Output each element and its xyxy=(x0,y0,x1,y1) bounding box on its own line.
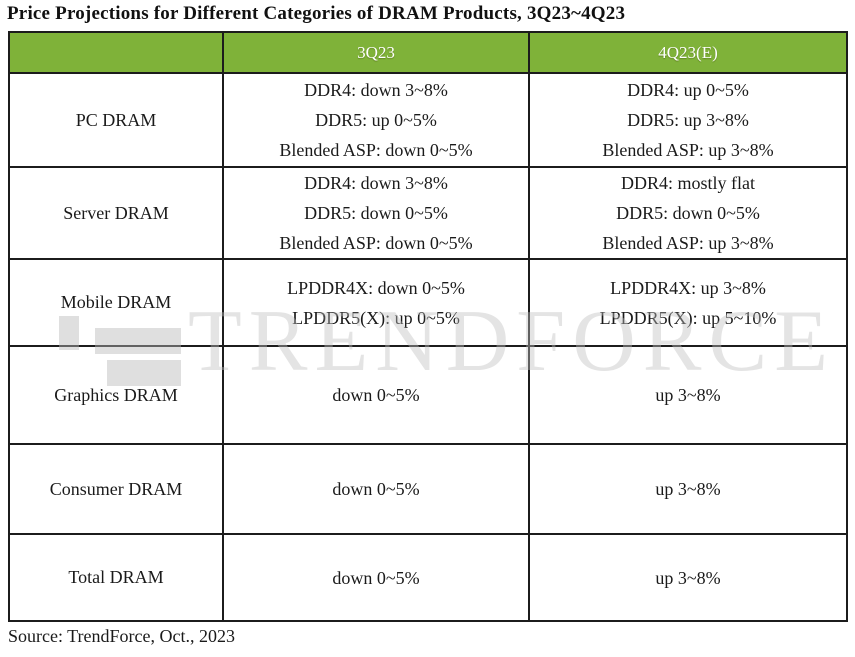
cell-line: LPDDR4X: up 3~8% xyxy=(610,277,766,298)
cell-line: LPDDR4X: down 0~5% xyxy=(287,277,465,298)
category-label: Consumer DRAM xyxy=(8,443,224,535)
cell-server-4q23: DDR4: mostly flat DDR5: down 0~5% Blende… xyxy=(528,166,848,260)
cell-line: Blended ASP: down 0~5% xyxy=(279,140,473,160)
category-label: Total DRAM xyxy=(8,533,224,622)
page-title: Price Projections for Different Categori… xyxy=(7,3,626,24)
cell-line: DDR5: down 0~5% xyxy=(304,203,448,223)
table-row-consumer-dram: Consumer DRAM down 0~5% up 3~8% xyxy=(8,443,848,535)
source-note: Source: TrendForce, Oct., 2023 xyxy=(8,626,235,646)
cell-line: Blended ASP: up 3~8% xyxy=(602,140,774,160)
cell-mobile-4q23: LPDDR4X: up 3~8% LPDDR5(X): up 5~10% xyxy=(528,258,848,347)
table-row-server-dram: Server DRAM DDR4: down 3~8% DDR5: down 0… xyxy=(8,166,848,260)
cell-pc-3q23: DDR4: down 3~8% DDR5: up 0~5% Blended AS… xyxy=(222,72,530,168)
cell-line: down 0~5% xyxy=(332,479,420,499)
cell-total-4q23: up 3~8% xyxy=(528,533,848,622)
header-cell-3q23: 3Q23 xyxy=(222,31,530,74)
cell-server-3q23: DDR4: down 3~8% DDR5: down 0~5% Blended … xyxy=(222,166,530,260)
cell-line: DDR5: up 3~8% xyxy=(627,110,749,130)
cell-line: Blended ASP: down 0~5% xyxy=(279,233,473,253)
cell-line: LPDDR5(X): up 5~10% xyxy=(599,307,777,328)
cell-line: down 0~5% xyxy=(332,567,420,588)
table-row-total-dram: Total DRAM down 0~5% up 3~8% xyxy=(8,533,848,622)
header-cell-4q23: 4Q23(E) xyxy=(528,31,848,74)
table-row-graphics-dram: Graphics DRAM down 0~5% up 3~8% xyxy=(8,345,848,445)
cell-line: up 3~8% xyxy=(655,567,721,588)
cell-line: Blended ASP: up 3~8% xyxy=(602,233,774,253)
cell-line: DDR5: down 0~5% xyxy=(616,203,760,223)
dram-price-table: 3Q23 4Q23(E) PC DRAM DDR4: down 3~8% DDR… xyxy=(8,31,848,622)
cell-line: DDR5: up 0~5% xyxy=(315,110,437,130)
cell-line: up 3~8% xyxy=(655,385,721,405)
category-label: Server DRAM xyxy=(8,166,224,260)
cell-graphics-3q23: down 0~5% xyxy=(222,345,530,445)
cell-line: up 3~8% xyxy=(655,479,721,499)
header-cell-category xyxy=(8,31,224,74)
table-row-pc-dram: PC DRAM DDR4: down 3~8% DDR5: up 0~5% Bl… xyxy=(8,72,848,168)
cell-pc-4q23: DDR4: up 0~5% DDR5: up 3~8% Blended ASP:… xyxy=(528,72,848,168)
cell-line: LPDDR5(X): up 0~5% xyxy=(292,307,460,328)
cell-consumer-3q23: down 0~5% xyxy=(222,443,530,535)
cell-mobile-3q23: LPDDR4X: down 0~5% LPDDR5(X): up 0~5% xyxy=(222,258,530,347)
cell-line: DDR4: up 0~5% xyxy=(627,80,749,100)
cell-line: DDR4: down 3~8% xyxy=(304,173,448,193)
cell-total-3q23: down 0~5% xyxy=(222,533,530,622)
cell-line: DDR4: mostly flat xyxy=(621,173,755,193)
category-label: Graphics DRAM xyxy=(8,345,224,445)
cell-consumer-4q23: up 3~8% xyxy=(528,443,848,535)
table-row-mobile-dram: Mobile DRAM LPDDR4X: down 0~5% LPDDR5(X)… xyxy=(8,258,848,347)
cell-graphics-4q23: up 3~8% xyxy=(528,345,848,445)
cell-line: DDR4: down 3~8% xyxy=(304,80,448,100)
category-label: PC DRAM xyxy=(8,72,224,168)
table-header-row: 3Q23 4Q23(E) xyxy=(8,31,848,74)
cell-line: down 0~5% xyxy=(332,385,420,405)
category-label: Mobile DRAM xyxy=(8,258,224,347)
